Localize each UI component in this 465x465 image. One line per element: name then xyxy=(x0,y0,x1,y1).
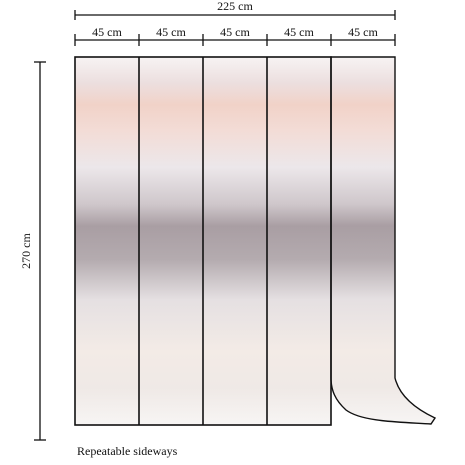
panel-width-label: 45 cm xyxy=(348,25,378,39)
wallpaper-panels xyxy=(74,56,437,426)
panel-width-label: 45 cm xyxy=(156,25,186,39)
total-width-dimension: 225 cm xyxy=(74,0,396,20)
caption: Repeatable sideways xyxy=(77,444,178,458)
height-dimension: 270 cm xyxy=(19,61,46,441)
height-label: 270 cm xyxy=(19,233,33,269)
curling-panel xyxy=(330,56,437,425)
panel-width-label: 45 cm xyxy=(220,25,250,39)
total-width-label: 225 cm xyxy=(217,0,253,13)
panel-width-label: 45 cm xyxy=(92,25,122,39)
panel-width-dimension: 45 cm 45 cm 45 cm 45 cm 45 cm xyxy=(74,25,396,46)
panel-width-label: 45 cm xyxy=(284,25,314,39)
